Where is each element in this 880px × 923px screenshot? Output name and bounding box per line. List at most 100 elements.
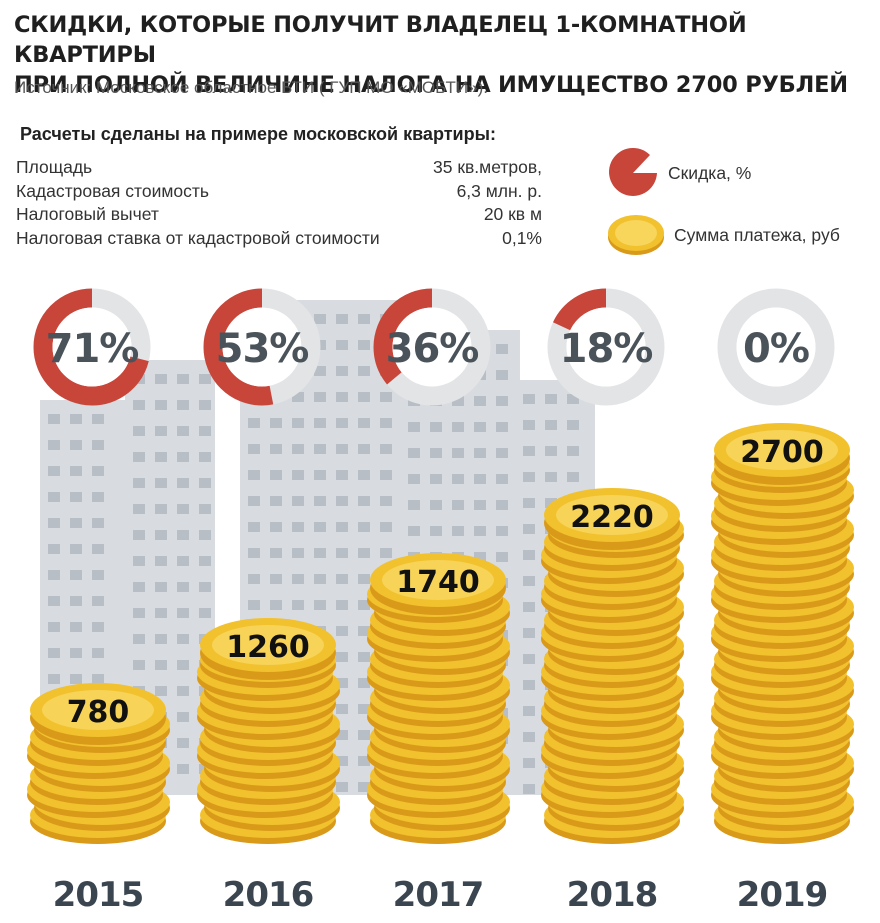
building-window [358,704,370,714]
param-row: Площадь 35 кв.метров, [16,156,542,180]
building-window [523,472,535,482]
building-window [474,552,486,562]
building-window [545,446,557,456]
coin-stack-2018: 2220 [541,488,684,844]
building-window [133,530,145,540]
year-label: 2015 [53,875,144,915]
building-window [567,472,579,482]
chart-title: СКИДКИ, КОТОРЫЕ ПОЛУЧИТ ВЛАДЕЛЕЦ 1-КОМНА… [14,10,874,100]
building-window [199,426,211,436]
payment-value-label: 1260 [226,630,310,665]
building-window [314,600,326,610]
building-window [545,498,557,508]
pie-icon [609,147,657,196]
building-window [523,758,535,768]
discount-percent-label: 18% [560,326,653,372]
building-window [92,544,104,554]
top-coin-shine [726,430,838,470]
building-window [523,446,535,456]
building-window [92,570,104,580]
building-window [70,414,82,424]
building-window [380,548,392,558]
discount-ring-2017: 36% [373,288,491,406]
building-window [358,756,370,766]
building-window [545,420,557,430]
coin-stack-2015: 780 [27,683,170,844]
discount-percent-label: 36% [386,326,479,372]
param-row: Налоговая ставка от кадастровой стоимост… [16,227,542,251]
building-window [70,596,82,606]
param-label: Налоговый вычет [16,204,159,224]
top-coin-shine [382,560,494,600]
building-window [523,732,535,742]
ring-track [717,288,835,406]
building-window [270,444,282,454]
building-window [70,518,82,528]
building-window [48,518,60,528]
ring-center [392,307,472,387]
payment-value-label: 1740 [396,565,480,600]
building-window [248,418,260,428]
building-window [177,764,189,774]
building-window [177,452,189,462]
discount-percent-label: 53% [216,326,309,372]
ring-center [222,307,302,387]
building-window [314,574,326,584]
building-window [380,496,392,506]
building-window [270,574,282,584]
param-row: Налоговый вычет 20 кв м [16,203,542,227]
title-line-1: СКИДКИ, КОТОРЫЕ ПОЛУЧИТ ВЛАДЕЛЕЦ 1-КОМНА… [14,12,747,68]
building-window [248,548,260,558]
building-window [545,472,557,482]
building-window [314,366,326,376]
building-window [70,648,82,658]
discount-percent-label: 0% [743,326,809,372]
building-window [292,470,304,480]
param-label: Площадь [16,157,93,177]
top-coin-shine [42,690,154,730]
building-window [133,504,145,514]
building-window [523,784,535,794]
coin-stack-2016: 1260 [197,618,340,844]
building-window [567,420,579,430]
building-window [336,548,348,558]
building-window [292,418,304,428]
building-window [133,400,145,410]
building-window [48,414,60,424]
building-window [336,418,348,428]
building-window [358,340,370,350]
building-window [48,466,60,476]
calc-heading: Расчеты сделаны на примере московской кв… [20,124,496,144]
year-label: 2016 [223,875,314,915]
param-row: Кадастровая стоимость 6,3 млн. р. [16,180,542,204]
building-window [474,500,486,510]
building-window [567,446,579,456]
building-window [452,448,464,458]
building-window [567,394,579,404]
building-window [133,608,145,618]
discount-ring-2015: 71% [33,288,151,406]
building-window [358,522,370,532]
building-window [452,474,464,484]
building-window [292,522,304,532]
building-window [314,522,326,532]
building-window [92,492,104,502]
building-window [358,548,370,558]
coin-stack-2019: 2700 [711,423,854,844]
building-window [248,470,260,480]
building-window [48,648,60,658]
building-window [430,448,442,458]
building-window [133,426,145,436]
building-window [336,756,348,766]
top-coin-shine [556,495,668,535]
building-window [155,452,167,462]
building-window [430,474,442,484]
building-window [523,680,535,690]
building-window [177,634,189,644]
building-window [48,622,60,632]
building-window [358,496,370,506]
building-window [314,314,326,324]
building-window [314,418,326,428]
source-note: Источник: Московское областное БТИ ( ГУП… [14,78,488,97]
building-window [70,674,82,684]
